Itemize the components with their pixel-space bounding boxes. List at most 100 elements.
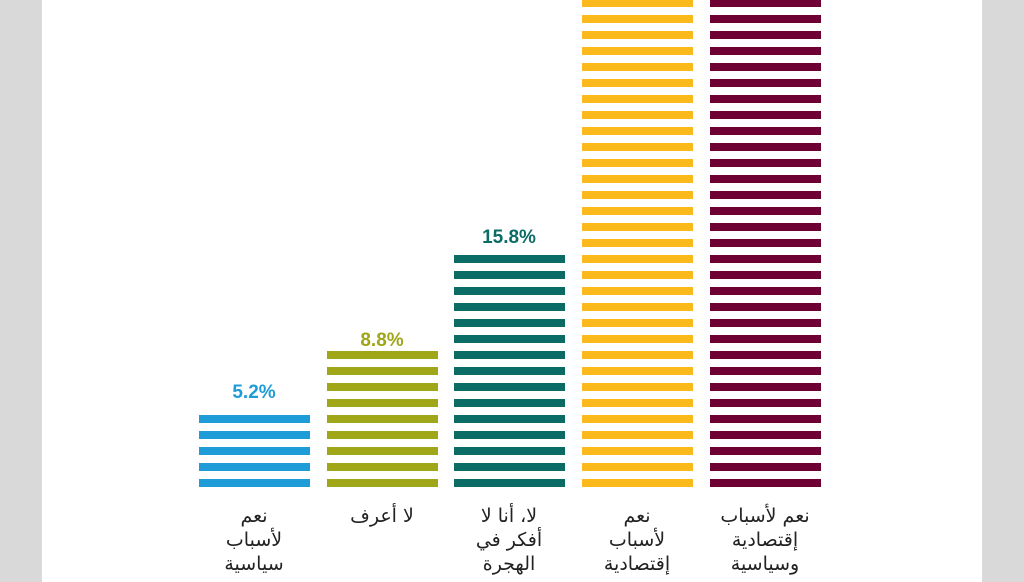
bar-stripe — [327, 430, 438, 439]
bar-stripe — [582, 303, 693, 311]
category-label: لا أعرف — [350, 505, 414, 527]
bar-stripe — [710, 399, 821, 407]
bar-stripe — [710, 0, 821, 7]
category-label: نعم لأسباب سياسية — [224, 505, 284, 575]
bar-stripe — [582, 223, 693, 231]
bar-stripe — [582, 31, 693, 39]
bar-stripe — [582, 191, 693, 199]
bar-stripe — [710, 159, 821, 167]
value-label: 15.8% — [482, 227, 536, 249]
bar-stripe — [710, 63, 821, 71]
bar-stripe — [710, 447, 821, 455]
bar — [710, 0, 821, 488]
bar-stripe — [710, 31, 821, 39]
bar-stripe — [710, 367, 821, 375]
bar-stripe — [582, 127, 693, 135]
bar-stripe — [582, 143, 693, 151]
bar-stripe — [582, 319, 693, 327]
bar-stripe — [710, 111, 821, 119]
bar-stripe — [454, 254, 565, 263]
bar-stripe — [454, 398, 565, 407]
bar-stripe — [582, 239, 693, 247]
bar-stripe — [582, 175, 693, 183]
bar-stripe — [710, 79, 821, 87]
bar-stripe — [582, 431, 693, 439]
bar-stripe — [710, 383, 821, 391]
bar-stripe — [199, 478, 310, 487]
bar-stripe — [454, 318, 565, 327]
bar-stripe — [454, 366, 565, 375]
bar-stripe — [710, 143, 821, 151]
bar-stripe — [710, 239, 821, 247]
bar-stripe — [327, 462, 438, 471]
bar-stripe — [710, 223, 821, 231]
bar-stripe — [454, 382, 565, 391]
bar-stripe — [582, 95, 693, 103]
bar-stripe — [582, 111, 693, 119]
left-margin — [0, 0, 42, 582]
bar-stripe — [327, 398, 438, 407]
category-label: نعم لأسباب إقتصادية وسياسية — [720, 505, 810, 575]
bar-stripe — [582, 79, 693, 87]
bar-stripe — [454, 350, 565, 359]
bar-stripe — [582, 0, 693, 7]
bar-stripe — [710, 319, 821, 327]
bar-stripe — [710, 463, 821, 471]
bar-stripe — [454, 286, 565, 295]
bar-stripe — [582, 351, 693, 359]
bar-stripe — [710, 351, 821, 359]
bar-stripe — [582, 463, 693, 471]
bar-stripe — [582, 399, 693, 407]
bar-stripe — [582, 415, 693, 423]
right-margin — [982, 0, 1024, 582]
bar-stripe — [454, 478, 565, 487]
value-label: 8.8% — [360, 329, 404, 351]
bar-stripe — [199, 446, 310, 455]
bar-stripe — [710, 95, 821, 103]
bar-stripe — [582, 255, 693, 263]
bar-stripe — [327, 366, 438, 375]
bar-stripe — [327, 382, 438, 391]
bar-stripe — [710, 175, 821, 183]
bar-stripe — [582, 15, 693, 23]
bar-stripe — [582, 63, 693, 71]
bar-stripe — [710, 431, 821, 439]
bar-stripe — [710, 271, 821, 279]
bar-stripe — [710, 287, 821, 295]
bar-stripe — [454, 302, 565, 311]
bar-stripe — [199, 414, 310, 423]
bar-stripe — [710, 207, 821, 215]
value-label: 5.2% — [232, 382, 276, 404]
bar-stripe — [710, 415, 821, 423]
bar-stripe — [454, 270, 565, 279]
bar-stripe — [454, 446, 565, 455]
bar — [454, 254, 565, 488]
bar-stripe — [199, 430, 310, 439]
bar — [199, 412, 310, 488]
bar-stripe — [582, 383, 693, 391]
bar-stripe — [710, 191, 821, 199]
bar-stripe — [454, 334, 565, 343]
bar-stripe — [582, 447, 693, 455]
bar-stripe — [710, 47, 821, 55]
bar-stripe — [327, 350, 438, 359]
bar-stripe — [327, 446, 438, 455]
bar-stripe — [582, 159, 693, 167]
bar-stripe — [199, 462, 310, 471]
bar-stripe — [582, 47, 693, 55]
bar-stripe — [454, 462, 565, 471]
bar-stripe — [710, 255, 821, 263]
bar-stripe — [327, 478, 438, 487]
bar-stripe — [710, 15, 821, 23]
bar-stripe — [710, 303, 821, 311]
bar-stripe — [710, 335, 821, 343]
bar-stripe — [454, 430, 565, 439]
bar-stripe — [710, 127, 821, 135]
bar-stripe — [582, 335, 693, 343]
bar-stripe — [582, 287, 693, 295]
bar-stripe — [454, 414, 565, 423]
bar-stripe — [710, 479, 821, 487]
bar — [327, 350, 438, 488]
bar-stripe — [582, 271, 693, 279]
